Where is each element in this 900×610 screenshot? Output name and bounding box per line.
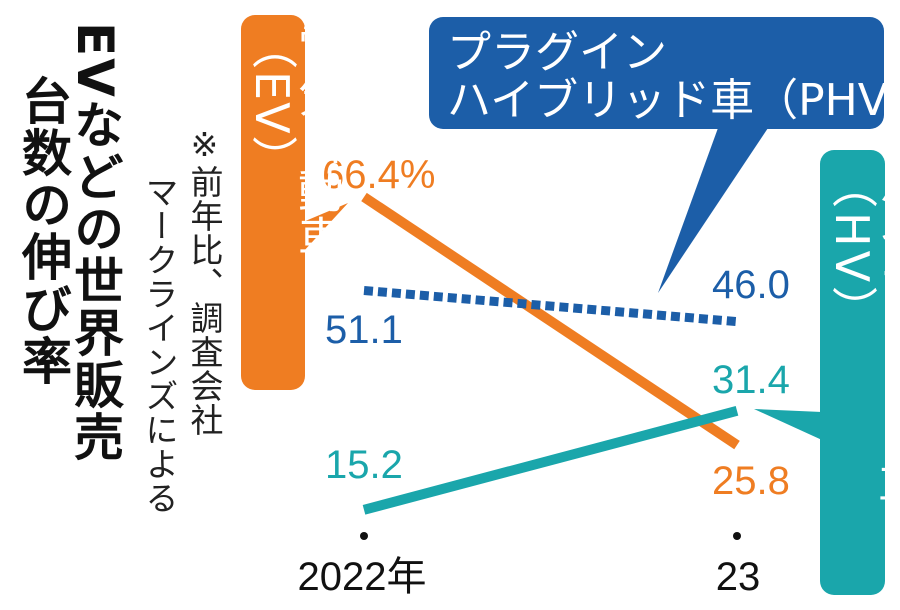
- ev-legend-box: 電気自動車（EV）: [241, 15, 345, 390]
- phv-legend-label-line1: プラグイン: [447, 27, 667, 78]
- source-note-line1: ※前年比、調査会社: [185, 125, 224, 437]
- x-tick-dot-1: [733, 532, 741, 540]
- phv-series-line: [363, 285, 738, 327]
- hv-callout-pointer: [754, 409, 822, 440]
- chart-title-line2: 台数の伸び率: [14, 75, 72, 387]
- hv-label-2023: 31.4: [712, 358, 790, 402]
- ev-legend-label: 電気自動車（EV）: [245, 23, 345, 263]
- chart-title-line1: EVなどの世界販売: [66, 22, 124, 463]
- phv-label-2023: 46.0: [712, 263, 790, 307]
- phv-label-2022: 51.1: [325, 308, 403, 352]
- phv-callout-pointer: [658, 128, 768, 293]
- ev-label-2022: 66.4%: [322, 153, 435, 197]
- x-tick-dot-0: [360, 532, 368, 540]
- ev-callout-pointer: [303, 203, 348, 252]
- hv-series-line: [362, 406, 739, 515]
- phv-legend-label-line2: ハイブリッド車（PHV）: [447, 75, 900, 126]
- hv-legend-label: ハイブリッド車（HV）: [825, 162, 900, 512]
- source-note-line2: マークラインズによる: [140, 175, 179, 515]
- phv-legend-box: プラグイン ハイブリッド車（PHV）: [429, 17, 900, 129]
- ev-series-line: [361, 192, 740, 450]
- x-tick-label-2022: 2022年: [298, 555, 427, 599]
- hv-label-2022: 15.2: [325, 443, 403, 487]
- hv-legend-box: ハイブリッド車（HV）: [820, 150, 900, 595]
- ev-label-2023: 25.8: [712, 459, 790, 503]
- x-tick-label-2023: 23: [716, 555, 761, 599]
